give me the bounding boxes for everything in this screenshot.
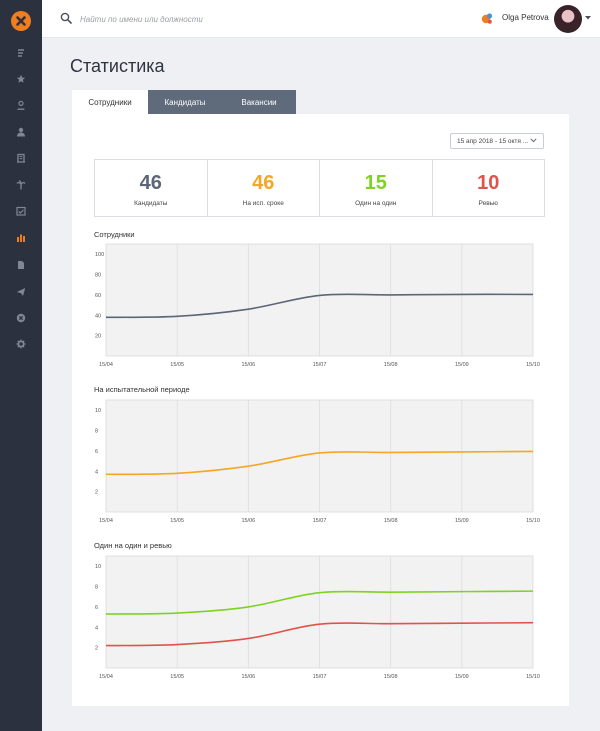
tab-bar: Сотрудники Кандидаты Вакансии [72, 90, 296, 114]
chevron-down-icon [530, 138, 537, 143]
stat-value: 15 [364, 172, 387, 194]
notification-icon[interactable] [480, 12, 494, 26]
tab-vacancies[interactable]: Вакансии [222, 90, 296, 114]
stat-label: На исп. сроке [242, 200, 284, 207]
bar-chart-icon[interactable] [0, 230, 42, 246]
user-name[interactable]: Olga Petrova [502, 13, 549, 22]
tab-employees[interactable]: Сотрудники [72, 90, 148, 114]
stat-label: Один на один [355, 200, 397, 207]
x-tick-label: 15/04 [99, 362, 113, 368]
x-tick-label: 15/04 [99, 674, 113, 680]
y-tick-label: 6 [95, 605, 98, 611]
y-tick-label: 8 [95, 429, 98, 435]
tab-candidates[interactable]: Кандидаты [148, 90, 222, 114]
chart-title: Один на один и ревью [94, 541, 172, 550]
y-tick-label: 10 [95, 564, 101, 570]
x-tick-label: 15/07 [313, 674, 327, 680]
y-tick-label: 80 [95, 273, 101, 279]
user-icon[interactable] [0, 124, 42, 140]
x-tick-label: 15/06 [241, 362, 255, 368]
palm-icon[interactable] [0, 177, 42, 193]
x-tick-label: 15/08 [384, 362, 398, 368]
date-range-value: 15 апр 2018 - 15 октя ... [457, 137, 529, 145]
x-tick-label: 15/09 [455, 518, 469, 524]
search-icon[interactable] [60, 12, 72, 24]
user-circle-icon[interactable] [0, 97, 42, 113]
chart-svg: 2 4 6 8 10 15/04 15/05 15/06 15/07 15/08 15/09 15/1… [95, 399, 540, 524]
x-tick-label: 15/07 [313, 362, 327, 368]
stat-candidates: 46 Кандидаты [95, 160, 208, 216]
stats-summary: 46 Кандидаты 46 На исп. сроке 15 Один на… [94, 159, 545, 217]
x-tick-label: 15/04 [99, 518, 113, 524]
stat-review: 10 Ревью [433, 160, 545, 216]
x-tick-label: 15/05 [170, 518, 184, 524]
chart-title: Сотрудники [94, 230, 135, 239]
chart-title: На испытательной периоде [94, 385, 190, 394]
stat-probation: 46 На исп. сроке [208, 160, 320, 216]
x-tick-label: 15/06 [241, 518, 255, 524]
x-tick-label: 15/05 [170, 362, 184, 368]
avatar[interactable] [554, 5, 582, 33]
close-circle-icon[interactable] [0, 310, 42, 326]
statistics-card: 15 апр 2018 - 15 октя ... 46 Кандидаты 4… [72, 114, 569, 706]
x-tick-label: 15/07 [313, 518, 327, 524]
y-tick-label: 60 [95, 293, 101, 299]
chart-one-on-one-review: 2 4 6 8 10 15/04 15/05 15/06 15/07 15/08 15/09 15/1… [94, 555, 545, 688]
building-icon[interactable] [0, 150, 42, 166]
x-tick-label: 15/10 [526, 362, 540, 368]
topbar: Olga Petrova [42, 0, 600, 38]
y-tick-label: 2 [95, 490, 98, 496]
stat-value: 46 [252, 172, 275, 194]
logo-icon[interactable] [11, 11, 31, 31]
stat-value: 46 [139, 172, 162, 194]
x-tick-label: 15/10 [526, 518, 540, 524]
chart-svg: 20 40 60 80 100 15/04 15/05 15/06 15/07 15/08 15/0… [95, 243, 540, 368]
star-icon[interactable] [0, 71, 42, 87]
page-title: Статистика [70, 56, 165, 76]
y-tick-label: 100 [95, 252, 104, 258]
x-tick-label: 15/09 [455, 362, 469, 368]
chart-svg: 2 4 6 8 10 15/04 15/05 15/06 15/07 15/08 15/09 15/1… [95, 555, 540, 680]
y-tick-label: 20 [95, 334, 101, 340]
stat-label: Ревью [478, 200, 498, 207]
date-range-select[interactable]: 15 апр 2018 - 15 октя ... [450, 133, 544, 149]
stat-value: 10 [477, 172, 500, 194]
y-tick-label: 4 [95, 625, 98, 631]
x-tick-label: 15/08 [384, 518, 398, 524]
y-tick-label: 2 [95, 646, 98, 652]
x-tick-label: 15/08 [384, 674, 398, 680]
y-tick-label: 6 [95, 449, 98, 455]
chart-probation: 2 4 6 8 10 15/04 15/05 15/06 15/07 15/08 15/09 15/1… [94, 399, 545, 532]
chart-employees: 20 40 60 80 100 15/04 15/05 15/06 15/07 15/08 15/0… [94, 243, 545, 376]
x-tick-label: 15/05 [170, 674, 184, 680]
chart-check-icon[interactable] [0, 203, 42, 219]
search-input[interactable] [80, 10, 340, 28]
x-tick-label: 15/09 [455, 674, 469, 680]
x-tick-label: 15/06 [241, 674, 255, 680]
y-tick-label: 8 [95, 585, 98, 591]
y-tick-label: 10 [95, 408, 101, 414]
chevron-down-icon[interactable] [585, 16, 591, 20]
send-icon[interactable] [0, 284, 42, 300]
stat-label: Кандидаты [134, 200, 168, 207]
feed-icon[interactable] [0, 45, 42, 61]
stat-one-on-one: 15 Один на один [320, 160, 433, 216]
gear-icon[interactable] [0, 336, 42, 352]
y-tick-label: 40 [95, 313, 101, 319]
y-tick-label: 4 [95, 469, 98, 475]
document-icon[interactable] [0, 257, 42, 273]
x-tick-label: 15/10 [526, 674, 540, 680]
sidebar [0, 0, 42, 731]
